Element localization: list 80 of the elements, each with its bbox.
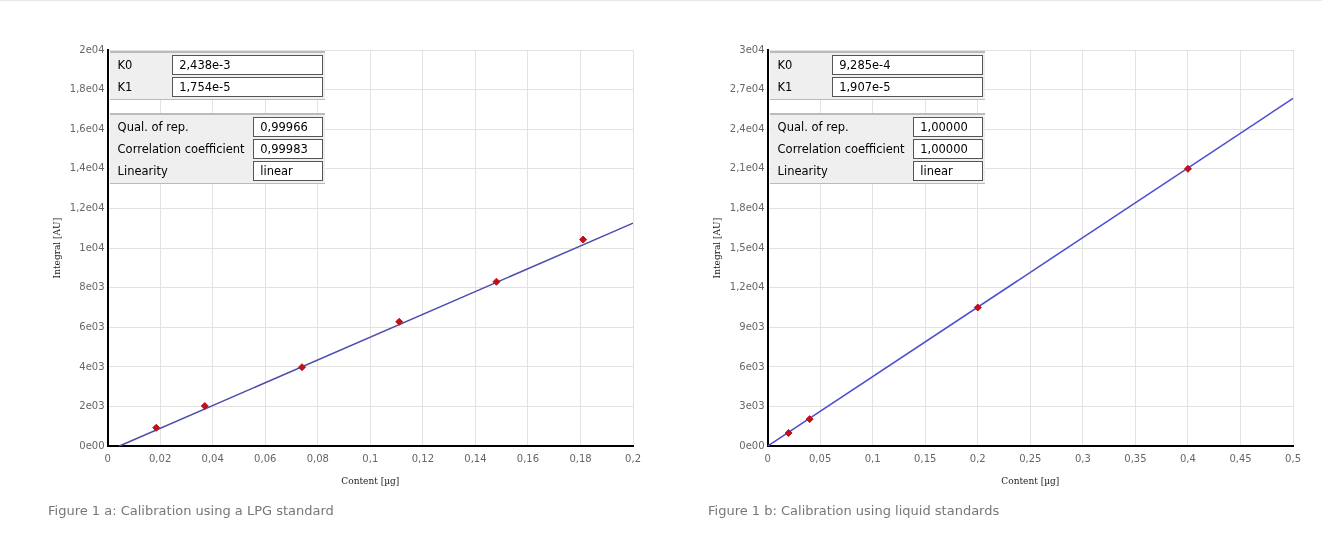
y-tick-label: 1,8e04 — [729, 202, 765, 214]
y-tick-label: 2,7e04 — [729, 83, 765, 95]
y-tick-label: 9e03 — [739, 320, 765, 332]
y-tick-label: 4e03 — [79, 360, 105, 372]
x-tick-label: 0,02 — [148, 452, 172, 464]
x-tick-label: 0,4 — [1180, 452, 1196, 464]
point — [298, 363, 306, 372]
y-tick-label: 2e03 — [79, 400, 105, 412]
annotation: 1,00000 — [913, 139, 983, 159]
x-tick-label: 0,45 — [1229, 452, 1252, 464]
annotation: Linearity — [116, 163, 169, 180]
point — [579, 235, 588, 244]
x-tick-label: 0 — [104, 452, 111, 464]
y-axis-title: Integral [AU] — [711, 217, 722, 279]
annotation: linear — [253, 161, 323, 181]
x-tick-label: 0,12 — [411, 452, 434, 464]
x-axis-title: Content [µg] — [1001, 475, 1060, 486]
annotation: 1,00000 — [913, 117, 983, 137]
point — [784, 428, 793, 437]
y-axis-title: Integral [AU] — [51, 217, 62, 279]
y-tick-label: 1,5e04 — [729, 241, 765, 253]
y-tick-label: 8e03 — [79, 281, 105, 293]
point — [805, 415, 814, 424]
annotation: Correlation coefficient — [776, 141, 906, 158]
y-tick-label: 1,8e04 — [69, 83, 105, 95]
x-tick-label: 0,15 — [914, 452, 937, 464]
point — [492, 277, 501, 286]
point — [973, 303, 982, 312]
x-tick-label: 0,1 — [362, 452, 379, 464]
annotation: Qual. of rep. — [776, 119, 850, 136]
annotation: 9,285e-4 — [832, 55, 983, 75]
x-tick-label: 0,25 — [1019, 452, 1042, 464]
x-tick-label: 0,08 — [306, 452, 329, 464]
annotation: K0 — [116, 57, 134, 74]
x-tick-label: 0,1 — [864, 452, 881, 464]
annotation: Qual. of rep. — [116, 119, 190, 136]
y-tick-label: 1,6e04 — [69, 122, 105, 134]
x-tick-label: 0,3 — [1074, 452, 1091, 464]
y-tick-label: 3e03 — [739, 400, 765, 412]
caption: Figure 1 b: Calibration using liquid standards — [708, 503, 1000, 518]
annotation: Linearity — [776, 163, 829, 180]
caption: Figure 1 a: Calibration using a LPG standard — [48, 503, 334, 518]
annotation: 1,907e-5 — [832, 77, 983, 97]
x-tick-label: 0,5 — [1285, 452, 1301, 464]
annotation: 2,438e-3 — [172, 55, 323, 75]
y-tick-label: 2,1e04 — [729, 162, 765, 174]
annotation: 0,99966 — [253, 117, 323, 137]
annotation: K0 — [776, 57, 794, 74]
x-axis-title: Content [µg] — [341, 475, 400, 486]
y-tick-label: 3e04 — [739, 43, 765, 55]
x-tick-label: 0,18 — [569, 452, 592, 464]
x-tick-label: 0 — [764, 452, 771, 464]
y-tick-label: 1e04 — [79, 241, 105, 253]
y-tick-label: 2e04 — [79, 43, 105, 55]
point — [200, 401, 209, 410]
x-tick-label: 0,05 — [808, 452, 832, 464]
y-tick-label: 1,2e04 — [729, 281, 765, 293]
annotation: Correlation coefficient — [116, 141, 246, 158]
annotation: 1,754e-5 — [172, 77, 323, 97]
x-tick-label: 0,2 — [969, 452, 986, 464]
annotation: K1 — [776, 79, 794, 96]
annotation: 0,99983 — [253, 139, 323, 159]
x-tick-label: 0,14 — [464, 452, 487, 464]
y-tick-label: 1,2e04 — [69, 202, 105, 214]
y-tick-label: 6e03 — [739, 360, 765, 372]
y-tick-label: 1,4e04 — [69, 162, 105, 174]
annotation: K1 — [116, 79, 134, 96]
x-tick-label: 0,06 — [254, 452, 277, 464]
x-tick-label: 0,16 — [516, 452, 540, 464]
point — [152, 423, 161, 432]
point — [1183, 164, 1192, 173]
point — [395, 317, 404, 326]
x-tick-label: 0,2 — [625, 452, 641, 464]
x-tick-label: 0,35 — [1124, 452, 1147, 464]
x-tick-label: 0,04 — [201, 452, 224, 464]
y-tick-label: 0e00 — [739, 439, 765, 451]
annotation: linear — [913, 161, 983, 181]
y-tick-label: 6e03 — [79, 320, 105, 332]
y-tick-label: 0e00 — [79, 439, 105, 451]
y-tick-label: 2,4e04 — [729, 122, 765, 134]
